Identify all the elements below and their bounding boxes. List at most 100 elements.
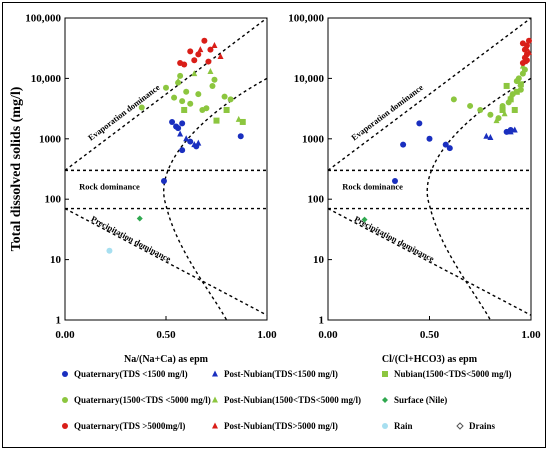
data-point xyxy=(207,46,214,53)
data-point xyxy=(235,115,242,122)
data-point xyxy=(177,72,184,79)
x-tick-label: 0.50 xyxy=(156,329,176,341)
data-point xyxy=(221,93,228,100)
data-point xyxy=(446,145,453,152)
plot-left: 1 10 100 1000 10,000 100,000 0.00 0.50 1.00 Na/(N… xyxy=(9,13,277,366)
legend-marker-icon xyxy=(382,371,388,377)
series-post-nubian-1500-tds-5000-mg-l- xyxy=(175,68,242,122)
legend-item: Surface (Nile) xyxy=(380,395,447,405)
legend-label: Drains xyxy=(469,421,496,431)
legend-label: Quaternary(TDS >5000mg/l) xyxy=(74,421,186,431)
gibbs-curve-boundary xyxy=(163,77,268,321)
y-tick-label: 1 xyxy=(56,315,62,327)
legend-marker xyxy=(62,371,68,377)
legend-item: Post-Nubian(1500<TDS<5000 mg/l) xyxy=(210,395,361,405)
data-point xyxy=(203,105,210,112)
data-point xyxy=(175,125,182,132)
data-point xyxy=(507,93,514,100)
y-tick-label: 1000 xyxy=(39,133,62,145)
data-point xyxy=(183,88,190,95)
y-tick-label: 100 xyxy=(45,194,62,206)
legend-marker-icon xyxy=(212,396,218,403)
data-point xyxy=(201,37,208,44)
legend-item: Post-Nubian(TDS>5000 mg/l) xyxy=(210,421,338,431)
legend-item: Rain xyxy=(380,421,413,431)
annotation-evaporation: Evaporation dominance xyxy=(349,82,425,142)
data-point xyxy=(513,88,520,95)
data-point xyxy=(179,98,186,105)
plot-area xyxy=(64,17,268,321)
data-point xyxy=(400,141,407,148)
precipitation-lower-boundary xyxy=(64,207,268,316)
data-point xyxy=(391,178,398,185)
legend-label: Post-Nubian(1500<TDS<5000 mg/l) xyxy=(224,395,362,405)
legend-marker xyxy=(382,423,388,429)
legend-item: Nubian(1500<TDS<5000 mg/l) xyxy=(380,369,512,379)
data-point xyxy=(195,139,202,146)
data-point xyxy=(207,68,214,75)
data-point xyxy=(181,61,188,68)
data-point xyxy=(499,102,506,109)
series-quaternary-1500-tds-5000-mg-l- xyxy=(138,72,234,113)
data-point xyxy=(467,102,474,109)
legend-marker-icon xyxy=(62,423,68,429)
series-surface-nile- xyxy=(136,215,143,222)
gibbs-curve-boundary xyxy=(426,77,532,321)
data-point xyxy=(187,100,194,107)
data-point xyxy=(169,118,176,125)
data-point xyxy=(503,82,510,89)
data-point xyxy=(525,37,532,44)
data-point xyxy=(450,96,457,103)
legend-marker xyxy=(382,397,388,403)
legend-marker xyxy=(62,423,68,429)
data-point xyxy=(519,40,526,47)
data-point xyxy=(177,130,184,137)
legend-label: Nubian(1500<TDS<5000 mg/l) xyxy=(394,369,512,379)
data-point xyxy=(211,42,218,49)
data-point xyxy=(237,133,244,140)
data-point xyxy=(513,78,520,85)
series-rain xyxy=(106,247,113,254)
data-point xyxy=(195,91,202,98)
data-point xyxy=(179,120,186,127)
data-point xyxy=(361,216,368,223)
data-point xyxy=(499,106,506,113)
x-axis-label: Na/(Na+Ca) as epm xyxy=(124,354,209,365)
data-point xyxy=(187,48,194,55)
legend-marker-icon xyxy=(212,422,218,429)
legend-marker-icon xyxy=(456,422,464,430)
legend-label: Surface (Nile) xyxy=(394,395,448,405)
legend-marker-icon xyxy=(62,397,68,403)
legend-label: Rain xyxy=(394,421,413,431)
y-axis-label: Total dissolved solids (mg/l) xyxy=(9,86,24,251)
data-point xyxy=(227,96,234,103)
data-point xyxy=(213,117,220,124)
data-point xyxy=(197,46,204,53)
y-tick-label: 100,000 xyxy=(25,13,61,25)
y-tick-label: 10 xyxy=(313,254,325,266)
y-tick-label: 1 xyxy=(319,315,325,327)
data-point xyxy=(181,106,188,113)
plot-right: 1 10 100 1000 10,000 100,000 0.00 0.50 1.00 Cl/(C… xyxy=(288,13,541,366)
series-post-nubian-tds-1500-mg-l- xyxy=(177,130,202,148)
annotation-rock: Rock dominance xyxy=(342,181,403,191)
legend-marker xyxy=(382,371,388,377)
data-point xyxy=(487,111,494,118)
legend-marker xyxy=(212,396,218,403)
data-point xyxy=(136,215,143,222)
data-point xyxy=(523,45,530,52)
precipitation-lower-boundary xyxy=(327,207,532,316)
data-point xyxy=(163,84,169,91)
data-point xyxy=(426,135,433,142)
legend-marker-icon xyxy=(212,370,218,377)
data-point xyxy=(195,51,202,58)
series-surface-nile- xyxy=(361,216,368,223)
x-tick-label: 0.00 xyxy=(318,329,338,341)
data-point xyxy=(179,147,186,154)
series-post-nubian-tds-5000-mg-l- xyxy=(521,45,532,65)
legend-label: Quaternary(1500<TDS <5000 mg/l) xyxy=(74,395,211,405)
data-point xyxy=(493,117,500,124)
series-post-nubian-tds-5000-mg-l- xyxy=(197,42,224,60)
data-point xyxy=(138,104,145,111)
